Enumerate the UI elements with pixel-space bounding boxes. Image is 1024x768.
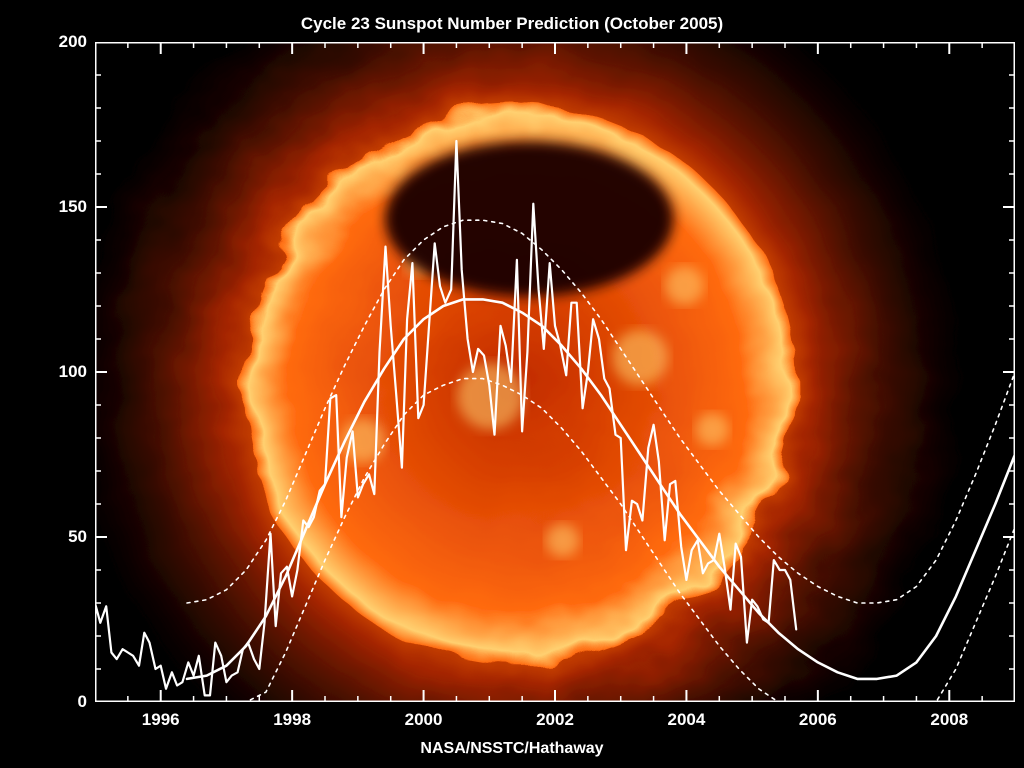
- chart-page: Cycle 23 Sunspot Number Prediction (Octo…: [0, 0, 1024, 768]
- plot-area: [95, 42, 1015, 702]
- y-tick-label: 100: [45, 362, 87, 382]
- chart-credit: NASA/NSSTC/Hathaway: [0, 740, 1024, 758]
- x-tick-label: 2004: [668, 710, 706, 730]
- x-tick-label: 2006: [799, 710, 837, 730]
- y-tick-label: 0: [45, 692, 87, 712]
- y-tick-label: 200: [45, 32, 87, 52]
- x-tick-label: 2008: [930, 710, 968, 730]
- chart-svg: [95, 42, 1015, 702]
- x-tick-label: 2000: [405, 710, 443, 730]
- chart-title: Cycle 23 Sunspot Number Prediction (Octo…: [0, 14, 1024, 34]
- x-tick-label: 1996: [142, 710, 180, 730]
- x-tick-label: 2002: [536, 710, 574, 730]
- x-tick-label: 1998: [273, 710, 311, 730]
- y-tick-label: 50: [45, 527, 87, 547]
- y-tick-label: 150: [45, 197, 87, 217]
